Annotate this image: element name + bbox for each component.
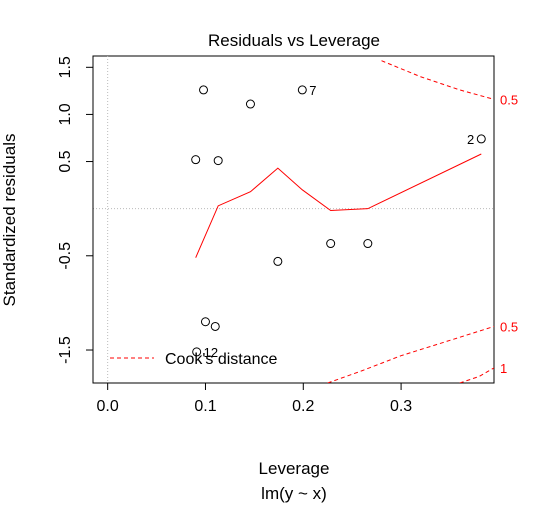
y-tick-label: -0.5 bbox=[57, 242, 74, 270]
x-tick-label: 0.3 bbox=[390, 398, 412, 415]
data-point bbox=[273, 256, 283, 266]
data-point bbox=[210, 321, 220, 331]
point-label: 12 bbox=[204, 345, 218, 360]
legend-label: Cook's distance bbox=[165, 351, 278, 368]
y-tick-label: 1.5 bbox=[57, 56, 74, 78]
cooks-label-upper-05: 0.5 bbox=[500, 92, 518, 107]
cooks-contour-lower-1 bbox=[459, 367, 494, 383]
y-axis-label: Standardized residuals bbox=[0, 134, 19, 307]
y-tick-label: -1.5 bbox=[57, 336, 74, 364]
smooth-line bbox=[195, 153, 482, 258]
cooks-contour-upper-05 bbox=[381, 60, 494, 100]
x-axis-label: Leverage bbox=[259, 459, 330, 478]
data-point bbox=[199, 85, 209, 95]
legend: Cook's distance bbox=[110, 351, 278, 368]
plot-frame bbox=[92, 55, 495, 384]
cooks-label-lower-05: 0.5 bbox=[500, 319, 518, 334]
data-point bbox=[213, 156, 223, 166]
chart-title: Residuals vs Leverage bbox=[208, 31, 380, 50]
y-tick-label: 1.0 bbox=[57, 103, 74, 125]
x-tick-label: 0.1 bbox=[194, 398, 216, 415]
data-point bbox=[191, 155, 201, 165]
chart-subtitle: lm(y ~ x) bbox=[261, 484, 327, 503]
data-point bbox=[192, 347, 202, 357]
data-point bbox=[326, 239, 336, 249]
data-point bbox=[200, 317, 210, 327]
data-point bbox=[245, 99, 255, 109]
x-tick-label: 0.2 bbox=[292, 398, 314, 415]
point-label: 2 bbox=[467, 132, 474, 147]
data-point bbox=[363, 239, 373, 249]
cooks-contour-lower-05 bbox=[327, 325, 494, 383]
cooks-label-lower-1: 1 bbox=[500, 361, 507, 376]
data-point bbox=[476, 134, 486, 144]
x-tick-label: 0.0 bbox=[97, 398, 119, 415]
chart-marks: 0.0 0.1 0.2 0.3 -1.5 -0.5 0.5 1.0 1.5 0.5 0.5 1 7 2 12 bbox=[57, 56, 518, 415]
y-tick-label: 0.5 bbox=[57, 150, 74, 172]
data-point bbox=[297, 85, 307, 95]
point-label: 7 bbox=[309, 83, 316, 98]
